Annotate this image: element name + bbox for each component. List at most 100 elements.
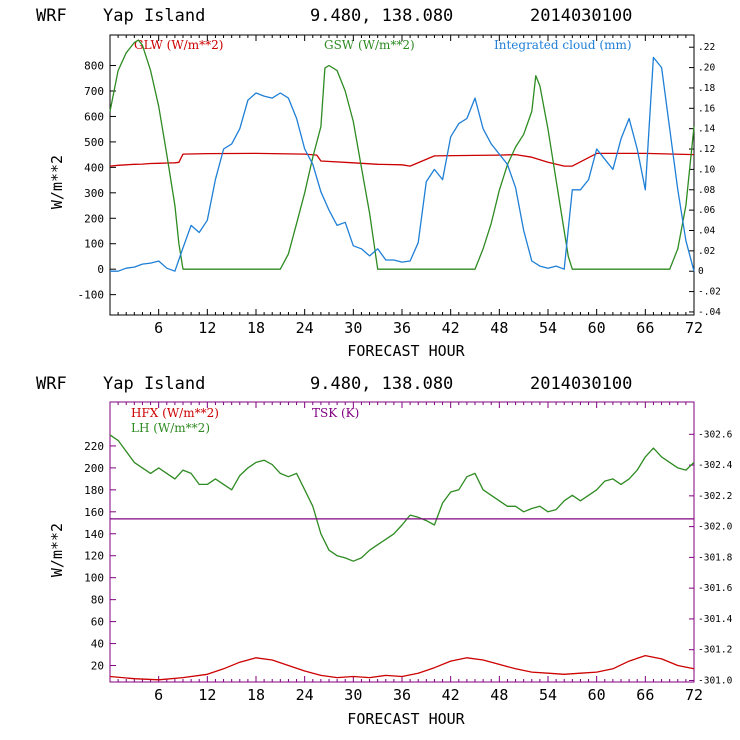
top-panel: WRF Yap Island 9.480, 138.080 2014030100… xyxy=(36,6,721,360)
top-series-group xyxy=(109,39,695,272)
top-x-tick-label: 72 xyxy=(685,319,703,337)
bottom-y2-axis: -302.6 -302.4 -302.2 -302.0 -301.8 -301.6 -301… xyxy=(689,429,733,686)
top-y-tick-label: 400 xyxy=(84,161,104,174)
bottom-y-tick-label: 140 xyxy=(84,528,104,541)
bottom-series-lh-line xyxy=(109,434,695,562)
top-x-tick-label: 18 xyxy=(247,319,265,337)
bottom-y2-tick-label: -301.0 xyxy=(698,675,733,686)
top-y2-tick-label: .12 xyxy=(698,144,715,155)
bottom-series-group xyxy=(109,434,695,681)
top-x-tick-label: 48 xyxy=(490,319,508,337)
bottom-x-tick-label: 66 xyxy=(636,686,654,704)
bottom-x-tick-label: 72 xyxy=(685,686,703,704)
bottom-y-tick-label: 20 xyxy=(91,660,104,673)
bottom-x-tick-label: 18 xyxy=(247,686,265,704)
top-series-integrated-line xyxy=(110,56,695,272)
bottom-x-tick-label: 54 xyxy=(539,686,557,704)
bottom-y-tick-label: 60 xyxy=(91,616,104,629)
top-y2-tick-label: .22 xyxy=(698,42,715,53)
top-x-tick-label: 6 xyxy=(154,319,163,337)
top-y2-tick-label: .06 xyxy=(698,205,715,216)
bottom-x-tick-label: 42 xyxy=(442,686,460,704)
top-y-tick-label: -100 xyxy=(78,289,105,302)
bottom-y-axis-label: W/m**2 xyxy=(48,523,66,577)
bottom-y2-tick-label: -301.8 xyxy=(698,552,733,563)
top-header-location: Yap Island xyxy=(103,6,205,26)
top-x-tick-label: 24 xyxy=(296,319,314,337)
bottom-y-axis: 20 40 60 80 100 120 140 160 180 200 220 xyxy=(84,440,116,673)
top-x-axis: 6 12 18 24 30 36 42 48 54 60 66 72 xyxy=(117,35,703,337)
bottom-y-tick-label: 80 xyxy=(91,594,104,607)
bottom-x-axis: 6 12 18 24 30 36 42 48 54 60 66 72 xyxy=(117,402,703,704)
top-y2-tick-label: .18 xyxy=(698,83,715,94)
top-y-tick-label: 200 xyxy=(84,212,104,225)
bottom-y2-tick-label: -302.2 xyxy=(698,491,732,502)
bottom-x-tick-label: 24 xyxy=(296,686,314,704)
bottom-header-date: 2014030100 xyxy=(530,374,632,394)
top-x-axis-label: FORECAST HOUR xyxy=(347,342,465,360)
top-x-tick-label: 36 xyxy=(393,319,411,337)
top-x-tick-label: 42 xyxy=(442,319,460,337)
bottom-x-tick-label: 12 xyxy=(198,686,216,704)
top-header-coords: 9.480, 138.080 xyxy=(310,6,453,26)
top-legend-cloud: Integrated cloud (mm) xyxy=(494,38,632,52)
bottom-header: WRF Yap Island 9.480, 138.080 2014030100 xyxy=(36,374,632,394)
bottom-header-model: WRF xyxy=(36,374,67,394)
bottom-y2-tick-label: -302.4 xyxy=(698,460,733,471)
top-y2-tick-label: 0 xyxy=(698,266,704,277)
top-y-tick-label: 600 xyxy=(84,110,104,123)
bottom-series-hfx-line xyxy=(109,654,695,681)
bottom-y2-tick-label: -302.0 xyxy=(698,522,733,533)
top-y2-tick-label: .20 xyxy=(698,63,715,74)
bottom-y-tick-label: 100 xyxy=(84,572,104,585)
bottom-y2-tick-label: -301.2 xyxy=(698,645,732,656)
top-x-tick-label: 60 xyxy=(588,319,606,337)
top-y2-axis: .22 .20 .18 .16 .14 .12 .10 .08 .06 .04 .02 0 -.02 -.… xyxy=(689,42,721,318)
bottom-y-tick-label: 120 xyxy=(84,550,104,563)
top-header-model: WRF xyxy=(36,6,67,26)
top-y2-tick-label: .02 xyxy=(698,246,715,257)
top-y2-tick-label: .10 xyxy=(698,164,715,175)
top-y-tick-label: 800 xyxy=(84,60,104,73)
top-y-axis: -100 0 100 200 300 400 500 600 700 800 xyxy=(78,60,116,302)
bottom-legend-tsk: TSK (K) xyxy=(312,406,359,420)
top-legend-gsw: GSW (W/m**2) xyxy=(324,38,415,52)
bottom-x-tick-label: 48 xyxy=(490,686,508,704)
top-header-date: 2014030100 xyxy=(530,6,632,26)
bottom-plot-frame xyxy=(109,401,695,683)
top-y-axis-label: W/m**2 xyxy=(48,155,66,209)
bottom-header-coords: 9.480, 138.080 xyxy=(310,374,453,394)
top-y-tick-label: 700 xyxy=(84,85,104,98)
top-y-tick-label: 300 xyxy=(84,187,104,200)
top-x-tick-label: 30 xyxy=(344,319,362,337)
top-y2-tick-label: .04 xyxy=(698,225,715,236)
top-header: WRF Yap Island 9.480, 138.080 2014030100 xyxy=(36,6,632,26)
bottom-y2-tick-label: -302.6 xyxy=(698,429,733,440)
bottom-y2-tick-label: -301.6 xyxy=(698,583,733,594)
bottom-panel: WRF Yap Island 9.480, 138.080 2014030100… xyxy=(36,374,733,728)
top-y2-tick-label: .08 xyxy=(698,185,715,196)
bottom-y-tick-label: 200 xyxy=(84,462,104,475)
bottom-y2-tick-label: -301.4 xyxy=(698,614,733,625)
bottom-y-tick-label: 180 xyxy=(84,484,104,497)
top-y-tick-label: 100 xyxy=(84,238,104,251)
top-y2-tick-label: .14 xyxy=(698,124,715,135)
bottom-y-tick-label: 40 xyxy=(91,638,104,651)
bottom-x-tick-label: 30 xyxy=(344,686,362,704)
top-y2-tick-label: -.04 xyxy=(698,307,721,318)
bottom-x-tick-label: 60 xyxy=(588,686,606,704)
top-plot-frame xyxy=(109,34,695,316)
top-x-tick-label: 66 xyxy=(636,319,654,337)
bottom-x-axis-label: FORECAST HOUR xyxy=(347,710,465,728)
bottom-legend-hfx: HFX (W/m**2) xyxy=(131,406,219,420)
bottom-header-location: Yap Island xyxy=(103,374,205,394)
top-y-tick-label: 0 xyxy=(97,263,104,276)
bottom-legend: HFX (W/m**2) LH (W/m**2) TSK (K) xyxy=(131,406,359,435)
bottom-x-tick-label: 6 xyxy=(154,686,163,704)
top-legend-glw: GLW (W/m**2) xyxy=(134,38,223,52)
top-x-tick-label: 12 xyxy=(198,319,216,337)
top-series-gsw-line xyxy=(109,39,695,270)
bottom-y-tick-label: 220 xyxy=(84,440,104,453)
top-y2-tick-label: .16 xyxy=(698,103,715,114)
